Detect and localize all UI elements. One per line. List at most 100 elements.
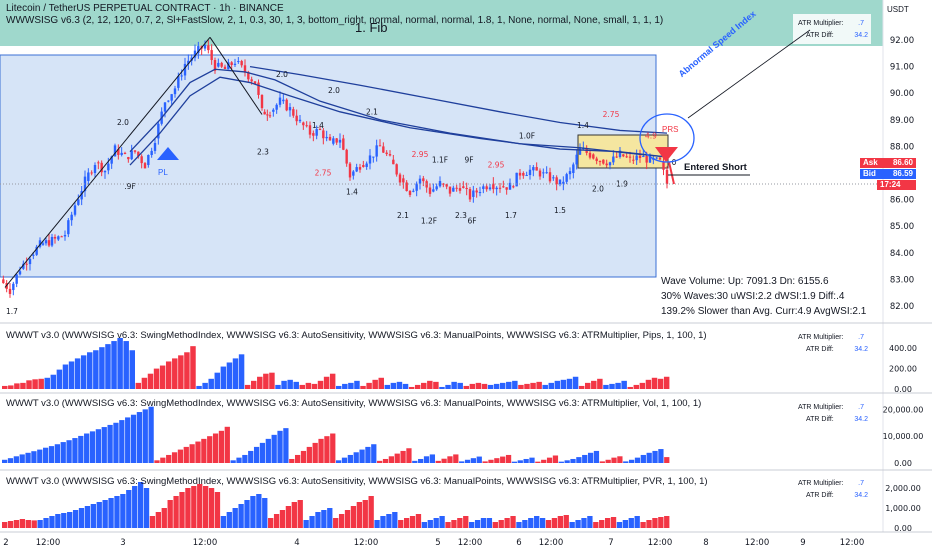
candle-body — [197, 46, 200, 54]
candle-body — [565, 174, 568, 182]
pvr-bar — [356, 502, 363, 528]
pips-bar — [591, 380, 597, 389]
pips-bar — [463, 385, 469, 389]
vol-bar — [582, 454, 588, 463]
pane3-atr-mult-value: .7 — [858, 480, 864, 487]
vol-bar — [242, 454, 248, 463]
candle-body — [130, 150, 133, 160]
pvr-bar — [321, 510, 327, 528]
pips-bar — [220, 366, 227, 389]
pane2-title: WWWT v3.0 (WWWSISG v6.3: SwingMethodInde… — [6, 398, 702, 409]
pips-bar — [499, 382, 506, 389]
candle-body — [598, 161, 602, 163]
vol-bar — [652, 450, 658, 463]
x-tick-label: 9 — [800, 538, 805, 548]
pvr-bar — [344, 510, 351, 528]
candle-body — [100, 162, 103, 173]
vol-bar — [535, 461, 541, 463]
pips-bar — [305, 382, 312, 389]
candle-body — [645, 156, 648, 163]
candle-body — [398, 174, 402, 183]
wave-label: 1.4 — [577, 121, 589, 130]
pvr-bar — [628, 518, 634, 528]
wave-label: 1.9 — [616, 179, 628, 188]
vol-bar — [142, 409, 148, 463]
pvr-bar — [262, 498, 268, 528]
candle-body — [207, 45, 210, 51]
pips-bar — [129, 350, 135, 389]
pips-bar — [548, 382, 555, 389]
candle-body — [378, 145, 382, 147]
pips-bar — [80, 355, 87, 389]
candle-body — [578, 147, 582, 155]
wave-label: 2.0 — [592, 185, 604, 194]
vol-bar — [218, 430, 225, 463]
currency-label[interactable]: USDT — [887, 5, 909, 14]
pips-bar — [451, 381, 457, 389]
candle-body — [243, 65, 247, 73]
vol-bar — [230, 460, 236, 463]
vol-bar — [54, 444, 60, 463]
candle-body — [282, 99, 285, 102]
pips-bar — [554, 380, 561, 389]
vol-bar — [500, 456, 506, 463]
candle-body — [448, 186, 452, 194]
candle-body — [140, 156, 143, 164]
pane2-atr-mult: ATR Multiplier: .7 — [798, 404, 864, 411]
candle-body — [15, 274, 18, 284]
candle-body — [295, 115, 298, 122]
wave-label: 1.4 — [312, 121, 324, 130]
pips-tick: 200.00 — [889, 365, 917, 374]
pane1-atr-mult-label: ATR Multiplier: — [798, 334, 844, 341]
pips-bar — [657, 378, 664, 389]
vol-bar — [423, 456, 430, 463]
wave-label: 2.75 — [603, 110, 620, 119]
pvr-bar — [126, 490, 132, 528]
pvr-bar — [13, 520, 20, 528]
candle-body — [227, 62, 230, 70]
pvr-bar — [273, 514, 280, 528]
vol-bar — [406, 448, 412, 463]
pvr-bar — [599, 520, 605, 528]
pips-bar — [633, 384, 640, 389]
vol-bar — [207, 436, 213, 463]
vol-bar — [464, 459, 471, 463]
vol-bar — [646, 452, 652, 463]
candle-body — [612, 156, 615, 163]
vol-bar — [617, 456, 623, 463]
candle-body — [438, 181, 442, 187]
pips-bar — [93, 350, 99, 389]
candle-body — [80, 191, 83, 200]
pl-triangle — [157, 147, 179, 160]
pips-bar — [287, 379, 293, 389]
pips-bar — [354, 380, 360, 389]
waves-line: 30% Waves:30 uWSI:2.2 dWSI:1.9 Diff:.4 — [661, 291, 845, 302]
candle-body — [8, 288, 12, 294]
candle-body — [432, 189, 435, 192]
vol-bar — [599, 461, 605, 463]
pvr-bar — [67, 512, 73, 528]
pvr-tick: 0.00 — [894, 524, 912, 533]
candle-body — [405, 182, 408, 192]
x-tick-label: 8 — [703, 538, 708, 548]
vol-bar — [570, 458, 576, 463]
pips-bar — [208, 378, 214, 389]
x-tick-label: 12:00 — [745, 538, 770, 548]
pane1-atr-diff-value: 34.2 — [854, 346, 868, 353]
vol-bar — [66, 440, 72, 463]
candle-body — [133, 150, 137, 152]
pips-bar — [44, 377, 50, 389]
pips-bar — [421, 382, 427, 389]
slower-line: 139.2% Slower than Avg. Curr:4.9 AvgWSI:… — [661, 306, 867, 317]
bid-tag: Bid 86.59 — [860, 169, 916, 179]
vol-bar — [611, 457, 617, 463]
pips-bar — [506, 381, 512, 389]
candle-body — [455, 187, 458, 189]
vol-bar — [13, 456, 19, 463]
candle-body — [213, 60, 217, 71]
candle-body — [508, 182, 512, 190]
abnormal-circle — [639, 113, 695, 163]
pips-bar — [396, 381, 403, 389]
pvr-bar — [415, 514, 422, 528]
